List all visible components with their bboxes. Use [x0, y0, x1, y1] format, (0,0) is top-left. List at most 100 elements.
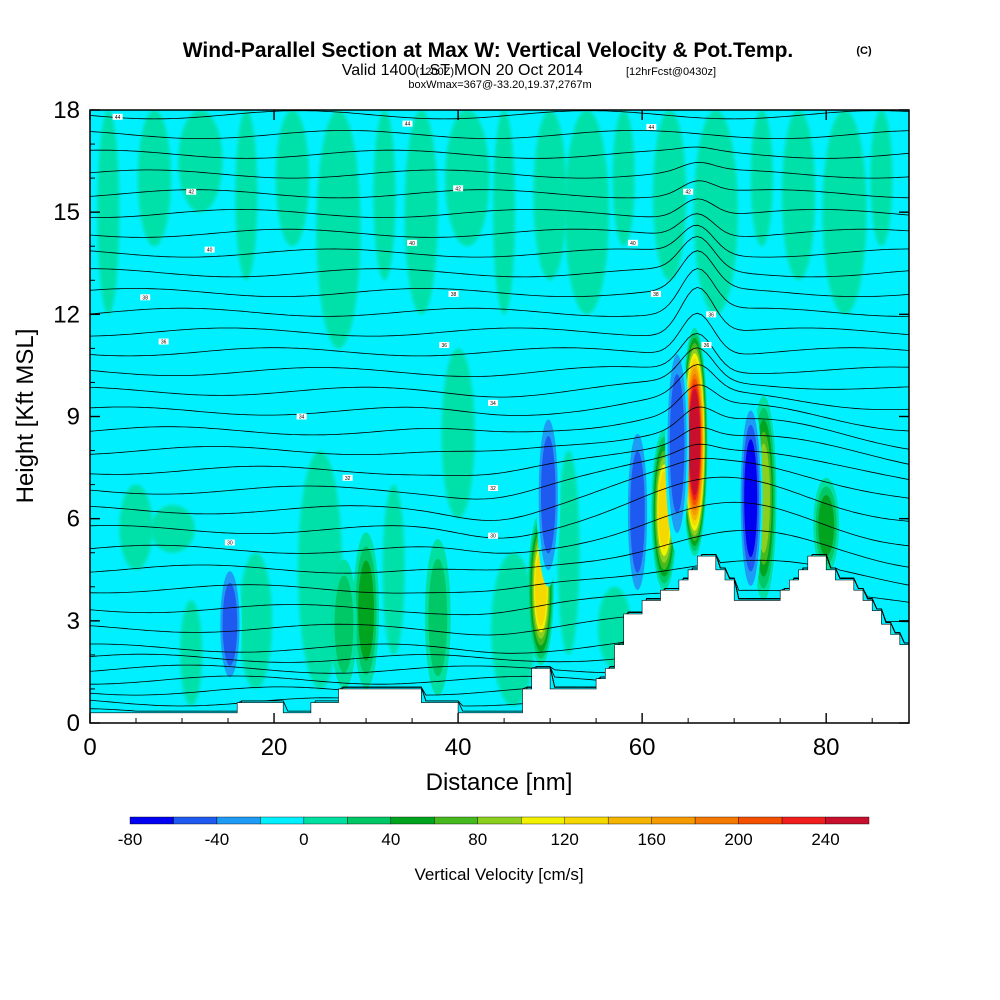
- contour-label: 30: [490, 534, 496, 540]
- theta-contour-line: [90, 161, 909, 179]
- theta-contour-line: [90, 250, 909, 297]
- copyright-mark: (C): [856, 45, 872, 57]
- contour-label-box: [186, 188, 197, 195]
- velocity-field: [97, 110, 893, 706]
- weak-updraft-band: [97, 110, 120, 315]
- updraft-cell: [681, 327, 708, 557]
- contour-label-box: [627, 239, 638, 246]
- weak-updraft-band: [235, 110, 258, 281]
- theta-contour-line: [90, 476, 909, 539]
- colorbar-tick-label: 240: [811, 830, 839, 849]
- x-axis-label: Distance [nm]: [426, 769, 573, 796]
- x-tick-label: 0: [83, 734, 96, 761]
- weak-updraft-band: [557, 450, 580, 655]
- weak-updraft-band: [404, 110, 438, 315]
- y-tick-label: 18: [53, 97, 80, 124]
- contour-label: 44: [649, 125, 655, 131]
- valid-utc: (1200Z): [415, 66, 454, 78]
- weak-updraft-band: [137, 110, 171, 247]
- forecast-info: [12hrFcst@0430z]: [626, 66, 716, 78]
- x-axis: 0 20 40 60 80: [83, 110, 873, 761]
- contour-label: 38: [142, 295, 148, 301]
- weak-updraft-band: [653, 110, 687, 281]
- colorbar-tick-label: 80: [468, 830, 487, 849]
- valid-date: MON 20 Oct 2014: [454, 62, 583, 79]
- updraft-cell: [353, 532, 379, 689]
- colorbar-tick-label: 200: [724, 830, 752, 849]
- colorbar-bin: [347, 816, 392, 825]
- y-tick-label: 15: [53, 199, 80, 226]
- colorbar-tick-label: 40: [381, 830, 400, 849]
- theta-contour-line: [90, 110, 909, 120]
- colorbar: -80 -40 0 40 80 120 160 200 240: [118, 816, 870, 849]
- contour-label: 38: [653, 292, 659, 298]
- weak-updraft-band: [316, 110, 361, 349]
- colorbar-bin: [477, 816, 522, 825]
- weak-updraft-band: [239, 552, 273, 689]
- colorbar-bin: [607, 816, 652, 825]
- weak-updraft-band: [533, 110, 567, 281]
- colorbar-bin: [260, 816, 305, 825]
- colorbar-bin: [651, 816, 696, 825]
- contour-label: 44: [405, 122, 411, 128]
- weak-updraft-band: [493, 110, 516, 315]
- theta-contour-line: [90, 146, 909, 159]
- contour-label-box: [706, 311, 717, 318]
- theta-contour-line: [90, 384, 909, 436]
- downdraft-cell: [625, 416, 650, 608]
- downdraft-cell: [536, 402, 561, 587]
- theta-contour-line: [90, 364, 909, 416]
- contour-label: 40: [409, 241, 415, 247]
- theta-contour-line: [90, 347, 909, 398]
- colorbar-bin: [564, 816, 609, 825]
- valid-time: Valid 1400 LST: [342, 62, 450, 79]
- theta-contour-line: [90, 443, 909, 500]
- chart-title: Wind-Parallel Section at Max W: Vertical…: [183, 39, 794, 62]
- colorbar-bin: [521, 816, 565, 825]
- contour-label-box: [488, 532, 499, 539]
- contour-label-box: [112, 113, 123, 120]
- colorbar-bin: [781, 816, 826, 825]
- theta-contour-line: [90, 180, 909, 199]
- theta-contour-line: [90, 554, 909, 594]
- colorbar-tick-label: 160: [637, 830, 665, 849]
- contour-label: 42: [188, 190, 194, 196]
- weak-updraft-band: [180, 600, 203, 706]
- box-w-max: boxWmax=367@-33.20,19.37,2767m: [408, 79, 591, 91]
- contour-label-box: [701, 341, 712, 348]
- colorbar-bin: [216, 816, 261, 825]
- colorbar-bin: [303, 816, 348, 825]
- colorbar-bin: [390, 816, 435, 825]
- colorbar-bin: [825, 816, 870, 825]
- y-axis-label: Height [Kft MSL]: [12, 329, 39, 504]
- downdraft-cell: [217, 559, 242, 689]
- contour-label: 30: [227, 541, 233, 547]
- colorbar-bin: [694, 816, 739, 825]
- theta-contour-line: [90, 529, 909, 574]
- contour-label-box: [204, 246, 215, 253]
- downdraft-cell: [738, 396, 763, 601]
- weak-updraft-band: [382, 484, 405, 655]
- contour-label: 44: [115, 115, 121, 121]
- contour-label: 40: [207, 248, 213, 254]
- colorbar-bin: [129, 816, 174, 825]
- contour-label-box: [296, 413, 307, 420]
- x-tick-label: 40: [445, 734, 472, 761]
- contour-label-box: [448, 290, 459, 297]
- contour-label: 34: [299, 415, 305, 421]
- colorbar-tick-label: -80: [118, 830, 143, 849]
- contour-label-box: [402, 120, 413, 127]
- y-tick-label: 3: [67, 608, 80, 635]
- colorbar-tick-label: -40: [205, 830, 230, 849]
- contour-label-box: [646, 124, 657, 131]
- colorbar-tick-label: 120: [551, 830, 579, 849]
- contour-label: 32: [345, 476, 351, 482]
- theta-contour-line: [90, 501, 909, 554]
- contour-label: 34: [490, 401, 496, 407]
- contour-label: 38: [451, 292, 457, 298]
- weak-updraft-band: [750, 110, 773, 247]
- contour-label-box: [488, 485, 499, 492]
- theta-contour-line: [90, 312, 909, 357]
- contour-label-box: [342, 474, 353, 481]
